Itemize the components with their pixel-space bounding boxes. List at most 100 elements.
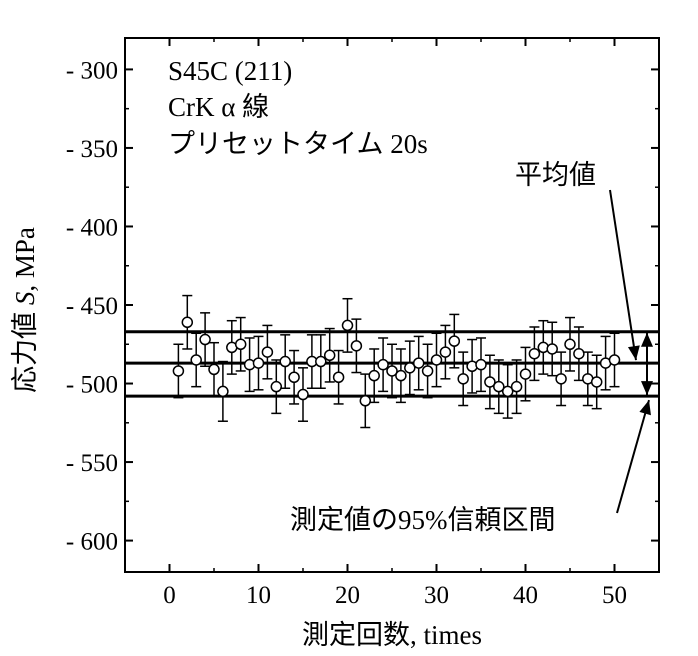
data-point [439,346,452,358]
data-point-group [412,335,425,391]
y-tick-label: - 450 [66,293,118,320]
data-point-group [208,341,220,397]
data-point-group [306,334,318,389]
data-point-group [555,351,567,407]
data-point-group [172,343,185,399]
arrow-head [641,381,653,396]
data-point-group [297,367,309,422]
data-point-group [350,318,363,374]
text-layer: - 300 - 350 - 400 - 450 - 500 - 550 - 600 0 10 20… [10,56,653,650]
arrow-shaft [609,189,637,361]
y-tick-label: - 500 [66,372,118,399]
data-point [501,385,514,398]
data-point-group [528,326,541,382]
data-point-group [270,359,283,415]
data-point-group [448,313,461,369]
data-point [217,385,229,398]
data-point-group [217,360,229,422]
data-point [546,343,558,355]
data-point [332,371,345,383]
data-point-group [573,326,585,382]
data-point-group [234,316,247,372]
data-points-layer [172,294,621,429]
data-point [270,380,283,393]
data-point-group [510,359,523,415]
data-point [493,380,505,393]
data-point [181,316,194,329]
data-point [510,380,523,393]
arrow-head [639,400,651,416]
data-point-group [332,349,345,405]
data-point [412,357,425,369]
data-point-group [181,294,194,350]
y-axis-label-part: 応力値 [10,305,40,393]
data-point [519,368,532,380]
data-point [404,362,416,374]
data-point [475,358,487,371]
data-point-group [501,363,514,419]
data-point-group [519,346,532,402]
y-tick-label: - 300 [66,57,118,84]
data-point [252,357,265,369]
ci-label-arrow [616,399,651,514]
y-tick-label: - 550 [66,450,118,477]
data-point-group [288,349,300,405]
mean-arrow [609,189,640,361]
y-axis-label-part: , MPa [10,227,40,292]
data-point-group [430,332,443,388]
x-tick-label: 50 [602,582,627,609]
data-point-group [590,354,603,410]
x-tick-label: 30 [424,582,449,609]
data-point-group [386,343,398,399]
data-point [590,376,603,388]
data-point [234,338,247,351]
data-point [395,369,407,382]
data-point [448,335,461,347]
data-point-group [493,359,505,415]
data-point [528,347,541,360]
data-point-group [457,351,469,407]
annotation-line: S45C (211) [168,56,292,86]
ci-arrow-down [641,363,653,396]
data-point-group [341,297,354,353]
data-point-group [377,337,389,393]
annotation-line: プリセットタイム 20s [168,129,428,159]
data-point [323,349,336,362]
data-point-group [261,324,274,380]
data-point [573,347,585,360]
data-point-group [546,321,558,377]
data-point [208,363,220,376]
data-point [457,373,469,385]
ci-label: 測定値の95%信頼区間 [290,505,556,535]
y-axis-label: 応力値 S, MPa [10,227,40,393]
data-point [555,373,567,385]
data-point-group [608,332,621,388]
y-tick-label: - 400 [66,214,118,241]
data-point-group [421,343,434,399]
mean-label: 平均値 [515,160,596,190]
x-axis-label: 測定回数, times [302,620,482,650]
data-point [199,333,211,346]
data-point [377,358,389,371]
data-point-group [484,354,496,410]
data-point-group [404,340,416,396]
data-point [261,346,274,358]
data-point [386,365,398,377]
data-point [341,319,354,332]
x-tick-label: 0 [163,582,176,609]
data-point-group [199,312,211,368]
annotation-line: CrK α 線 [168,92,269,122]
arrow-shaft [616,399,650,514]
data-point-group [315,334,327,389]
data-point-group [359,373,372,429]
data-point-group [226,319,238,375]
data-point [297,388,309,401]
data-point-group [279,334,291,389]
y-tick-label: - 600 [66,529,118,556]
data-point-group [564,316,576,372]
arrow-head [641,332,653,347]
data-point [564,338,576,351]
data-point [359,395,372,407]
data-point [190,354,202,366]
data-point [315,355,327,368]
